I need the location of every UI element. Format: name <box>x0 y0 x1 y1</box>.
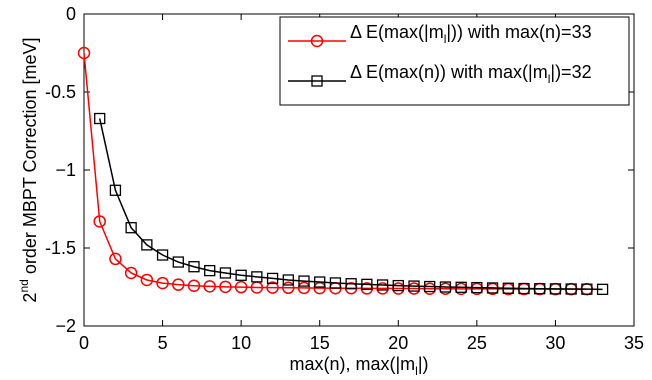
data-point-square <box>549 283 562 295</box>
data-point-circle <box>172 278 185 291</box>
data-point-square <box>204 264 216 277</box>
y-tick-label: −2 <box>55 316 76 336</box>
data-point-square <box>455 281 467 293</box>
y-tick-label: -0.5 <box>45 82 76 102</box>
y-tick-label: -1.5 <box>45 238 76 258</box>
x-tick-label: 30 <box>545 333 565 353</box>
data-point-circle <box>266 281 279 294</box>
x-tick-label: 5 <box>158 333 168 353</box>
data-point-square <box>188 261 200 273</box>
data-point-circle <box>187 279 201 293</box>
data-point-square <box>596 283 609 295</box>
data-point-square <box>94 112 106 125</box>
data-point-circle <box>234 280 248 294</box>
data-point-circle <box>109 252 122 266</box>
data-point-square <box>219 267 232 279</box>
legend-marker-circle <box>310 34 324 48</box>
data-point-square <box>282 274 294 286</box>
data-point-square <box>361 278 373 290</box>
x-axis-label: max(n), max(|ml|) <box>289 354 428 375</box>
data-point-square <box>235 269 247 281</box>
data-point-square <box>345 278 357 290</box>
data-point-circle <box>77 46 91 60</box>
data-point-square <box>266 272 279 285</box>
data-point-square <box>439 281 452 293</box>
data-point-square <box>172 256 184 268</box>
data-point-square <box>125 222 137 234</box>
x-tick-label: 20 <box>388 333 408 353</box>
x-tick-label: 10 <box>231 333 251 353</box>
data-point-circle <box>156 276 169 290</box>
data-point-square <box>534 283 546 295</box>
data-point-square <box>486 282 499 294</box>
data-point-square <box>502 282 514 294</box>
data-point-square <box>156 249 169 261</box>
data-point-circle <box>203 280 216 293</box>
data-point-circle <box>219 280 232 294</box>
data-point-circle <box>282 281 295 295</box>
data-point-square <box>518 282 530 295</box>
data-point-square <box>471 281 483 294</box>
data-point-square <box>314 276 326 288</box>
data-point-square <box>565 283 577 295</box>
data-point-square <box>141 239 153 251</box>
data-point-square <box>376 279 389 291</box>
data-point-square <box>408 280 420 292</box>
data-point-square <box>329 277 342 289</box>
data-point-square <box>424 280 436 293</box>
data-point-circle <box>124 266 138 280</box>
data-point-circle <box>297 281 311 295</box>
y-tick-label: 0 <box>66 4 76 24</box>
data-point-square <box>392 279 404 292</box>
y-tick-label: −1 <box>55 160 76 180</box>
legend-label-1: Δ E(max(|ml|)) with max(n)=33 <box>350 22 592 46</box>
x-tick-label: 25 <box>467 333 487 353</box>
data-point-square <box>581 283 593 295</box>
legend-label-2: Δ E(max(n)) with max(|ml|)=32 <box>350 62 592 86</box>
data-point-square <box>109 184 122 196</box>
data-point-square <box>298 275 310 287</box>
x-tick-label: 0 <box>79 333 89 353</box>
legend-marker-square <box>311 75 323 87</box>
y-axis-label: 2nd order MBPT Correction [meV] <box>17 37 40 302</box>
x-tick-label: 35 <box>624 333 644 353</box>
data-point-circle <box>140 273 154 287</box>
legend-box <box>279 16 630 106</box>
x-tick-label: 15 <box>310 333 330 353</box>
data-point-circle <box>93 215 106 228</box>
data-point-square <box>251 271 263 283</box>
